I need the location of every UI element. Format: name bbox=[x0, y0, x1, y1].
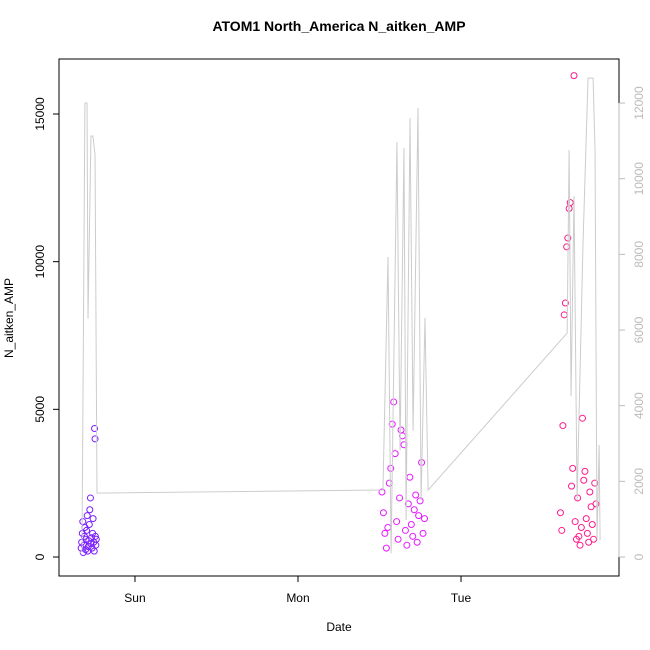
data-point bbox=[412, 491, 420, 499]
data-point bbox=[561, 299, 569, 307]
data-point bbox=[575, 532, 583, 540]
data-point bbox=[421, 515, 429, 523]
data-point bbox=[388, 420, 396, 428]
data-point bbox=[582, 515, 590, 523]
data-point bbox=[591, 479, 599, 487]
y-tick-label: 0 bbox=[33, 553, 47, 560]
y-tick-label: 15000 bbox=[33, 97, 47, 131]
data-point bbox=[578, 414, 586, 422]
data-point bbox=[83, 512, 91, 520]
data-point bbox=[391, 450, 399, 458]
y-axis-label: N_aitken_AMP bbox=[2, 278, 16, 358]
data-point bbox=[560, 311, 568, 319]
data-point bbox=[91, 425, 99, 433]
data-point bbox=[558, 526, 566, 534]
data-point bbox=[566, 199, 574, 207]
x-axis-label: Date bbox=[326, 620, 352, 634]
y2-tick-label: 2000 bbox=[632, 468, 646, 495]
y2-tick-label: 10000 bbox=[632, 162, 646, 196]
y2-tick-label: 4000 bbox=[632, 392, 646, 419]
data-point bbox=[576, 541, 584, 549]
data-point bbox=[86, 506, 94, 514]
y-tick-label: 10000 bbox=[33, 245, 47, 279]
x-tick-label: Tue bbox=[451, 591, 472, 605]
data-point bbox=[403, 541, 411, 549]
data-point bbox=[580, 476, 588, 484]
data-point bbox=[385, 479, 393, 487]
data-point bbox=[588, 521, 596, 529]
data-point bbox=[406, 473, 414, 481]
data-point bbox=[83, 526, 91, 534]
data-point bbox=[92, 535, 100, 543]
y-tick-label: 5000 bbox=[33, 396, 47, 423]
data-point bbox=[394, 535, 402, 543]
data-point bbox=[587, 503, 595, 511]
chart-title: ATOM1 North_America N_aitken_AMP bbox=[212, 18, 465, 34]
x-tick-label: Sun bbox=[124, 591, 145, 605]
data-point bbox=[86, 494, 94, 502]
y2-tick-label: 0 bbox=[632, 553, 646, 560]
data-point bbox=[387, 464, 395, 472]
data-point bbox=[592, 500, 600, 508]
data-point bbox=[91, 435, 99, 443]
data-point bbox=[419, 529, 427, 537]
data-point bbox=[585, 538, 593, 546]
data-point bbox=[407, 521, 415, 529]
data-point bbox=[569, 464, 577, 472]
y2-tick-label: 6000 bbox=[632, 316, 646, 343]
data-point bbox=[559, 422, 567, 430]
data-point bbox=[85, 521, 93, 529]
data-point bbox=[413, 538, 421, 546]
data-point bbox=[563, 243, 571, 251]
data-point bbox=[577, 523, 585, 531]
x-tick-label: Mon bbox=[286, 591, 309, 605]
data-point bbox=[89, 515, 97, 523]
data-point bbox=[404, 500, 412, 508]
data-point bbox=[590, 535, 598, 543]
data-point bbox=[586, 488, 594, 496]
data-point bbox=[583, 529, 591, 537]
data-point bbox=[379, 509, 387, 517]
data-point bbox=[568, 482, 576, 490]
data-point bbox=[384, 523, 392, 531]
data-point bbox=[415, 512, 423, 520]
data-point bbox=[91, 532, 99, 540]
data-point bbox=[80, 541, 88, 549]
data-point bbox=[410, 506, 418, 514]
data-point bbox=[401, 526, 409, 534]
y2-tick-label: 8000 bbox=[632, 241, 646, 268]
data-point bbox=[581, 467, 589, 475]
data-point bbox=[397, 426, 405, 434]
y2-tick-label: 12000 bbox=[632, 86, 646, 120]
data-point bbox=[556, 509, 564, 517]
data-point bbox=[416, 497, 424, 505]
data-point bbox=[396, 494, 404, 502]
data-point bbox=[382, 544, 390, 552]
data-point bbox=[409, 532, 417, 540]
plot-frame bbox=[58, 58, 620, 577]
data-point bbox=[571, 518, 579, 526]
data-point bbox=[79, 518, 87, 526]
data-line bbox=[79, 77, 601, 554]
data-point bbox=[381, 529, 389, 537]
data-point bbox=[570, 72, 578, 80]
data-point bbox=[378, 488, 386, 496]
data-point bbox=[393, 518, 401, 526]
